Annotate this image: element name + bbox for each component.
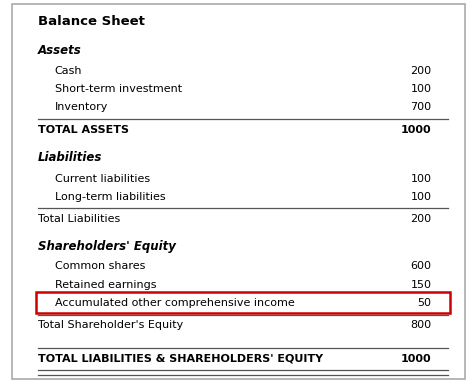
Text: Inventory: Inventory <box>55 102 108 112</box>
Text: Common shares: Common shares <box>55 261 145 271</box>
Text: 150: 150 <box>410 280 431 290</box>
Bar <box>36 292 450 313</box>
Text: Cash: Cash <box>55 66 82 76</box>
Text: 50: 50 <box>417 298 431 308</box>
Text: Assets: Assets <box>38 44 82 57</box>
Text: Retained earnings: Retained earnings <box>55 280 156 290</box>
Text: 700: 700 <box>410 102 431 112</box>
Text: 100: 100 <box>410 84 431 94</box>
Text: Short-term investment: Short-term investment <box>55 84 182 94</box>
Text: Balance Sheet: Balance Sheet <box>38 15 145 28</box>
Text: 1000: 1000 <box>401 125 431 135</box>
Text: Total Liabilities: Total Liabilities <box>38 214 120 224</box>
Text: 100: 100 <box>410 174 431 184</box>
Text: 200: 200 <box>410 214 431 224</box>
Text: TOTAL LIABILITIES & SHAREHOLDERS' EQUITY: TOTAL LIABILITIES & SHAREHOLDERS' EQUITY <box>38 354 323 364</box>
Text: TOTAL ASSETS: TOTAL ASSETS <box>38 125 129 135</box>
Text: Total Shareholder's Equity: Total Shareholder's Equity <box>38 320 183 330</box>
Text: Accumulated other comprehensive income: Accumulated other comprehensive income <box>55 298 294 308</box>
Text: Shareholders' Equity: Shareholders' Equity <box>38 240 176 253</box>
Text: 100: 100 <box>410 192 431 202</box>
Text: Long-term liabilities: Long-term liabilities <box>55 192 165 202</box>
Text: 200: 200 <box>410 66 431 76</box>
Text: 600: 600 <box>410 261 431 271</box>
Text: Current liabilities: Current liabilities <box>55 174 150 184</box>
Text: 1000: 1000 <box>401 354 431 364</box>
Text: 800: 800 <box>410 320 431 330</box>
Text: Liabilities: Liabilities <box>38 151 102 164</box>
